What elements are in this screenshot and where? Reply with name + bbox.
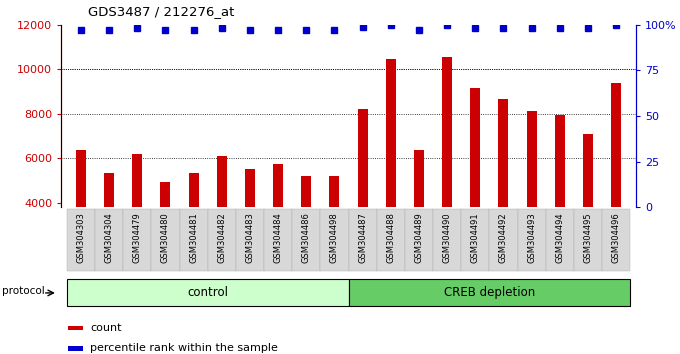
Bar (611, 82, 621, 207)
Bar (180, 209, 207, 271)
Bar (123, 209, 152, 271)
Bar (104, 173, 114, 207)
Bar (574, 209, 602, 271)
Text: GSM304498: GSM304498 (330, 212, 339, 263)
Text: GSM304487: GSM304487 (358, 212, 367, 263)
Bar (160, 182, 171, 207)
Text: GSM304304: GSM304304 (105, 212, 114, 263)
Bar (526, 112, 537, 207)
Text: GSM304484: GSM304484 (273, 212, 283, 263)
Bar (583, 134, 593, 207)
Bar (498, 99, 509, 207)
Bar (188, 173, 199, 207)
Text: GSM304493: GSM304493 (527, 212, 536, 263)
Bar (442, 57, 452, 207)
Bar (133, 154, 142, 207)
Bar (68, 326, 83, 330)
Bar (292, 209, 320, 271)
Text: GSM304481: GSM304481 (189, 212, 198, 263)
Bar (545, 209, 574, 271)
Text: GSM304483: GSM304483 (245, 212, 254, 263)
Text: percentile rank within the sample: percentile rank within the sample (90, 343, 278, 353)
Bar (95, 209, 123, 271)
Text: GSM304495: GSM304495 (583, 212, 592, 263)
Text: GSM304488: GSM304488 (386, 212, 395, 263)
Bar (386, 59, 396, 207)
Bar (67, 209, 95, 271)
Bar (377, 209, 405, 271)
Bar (461, 209, 490, 271)
Bar (348, 209, 377, 271)
Text: GSM304492: GSM304492 (499, 212, 508, 263)
Bar (517, 209, 545, 271)
Bar (358, 109, 367, 207)
Bar (245, 169, 255, 207)
Bar (152, 209, 180, 271)
Bar (330, 176, 339, 207)
Bar (68, 347, 83, 351)
Text: count: count (90, 322, 122, 332)
Bar (217, 156, 226, 207)
Text: GSM304482: GSM304482 (217, 212, 226, 263)
Text: protocol: protocol (2, 286, 45, 296)
Text: GSM304303: GSM304303 (76, 212, 86, 263)
Bar (207, 209, 236, 271)
Bar (320, 209, 349, 271)
Bar (471, 88, 480, 207)
Text: GDS3487 / 212276_at: GDS3487 / 212276_at (88, 5, 235, 18)
Text: GSM304480: GSM304480 (161, 212, 170, 263)
Text: GSM304491: GSM304491 (471, 212, 480, 263)
Text: GSM304494: GSM304494 (556, 212, 564, 263)
Bar (555, 115, 564, 207)
Text: control: control (187, 286, 228, 299)
Bar (490, 209, 517, 271)
Bar (414, 150, 424, 207)
Bar (301, 176, 311, 207)
Bar (273, 164, 283, 207)
Text: GSM304489: GSM304489 (414, 212, 424, 263)
Bar (236, 209, 264, 271)
FancyBboxPatch shape (67, 279, 348, 307)
FancyBboxPatch shape (348, 279, 630, 307)
Bar (405, 209, 433, 271)
Text: GSM304496: GSM304496 (611, 212, 621, 263)
Text: GSM304490: GSM304490 (443, 212, 452, 263)
Text: CREB depletion: CREB depletion (444, 286, 535, 299)
Bar (602, 209, 630, 271)
Text: GSM304486: GSM304486 (302, 212, 311, 263)
Text: GSM304479: GSM304479 (133, 212, 141, 263)
Bar (264, 209, 292, 271)
Bar (433, 209, 461, 271)
Bar (76, 150, 86, 207)
